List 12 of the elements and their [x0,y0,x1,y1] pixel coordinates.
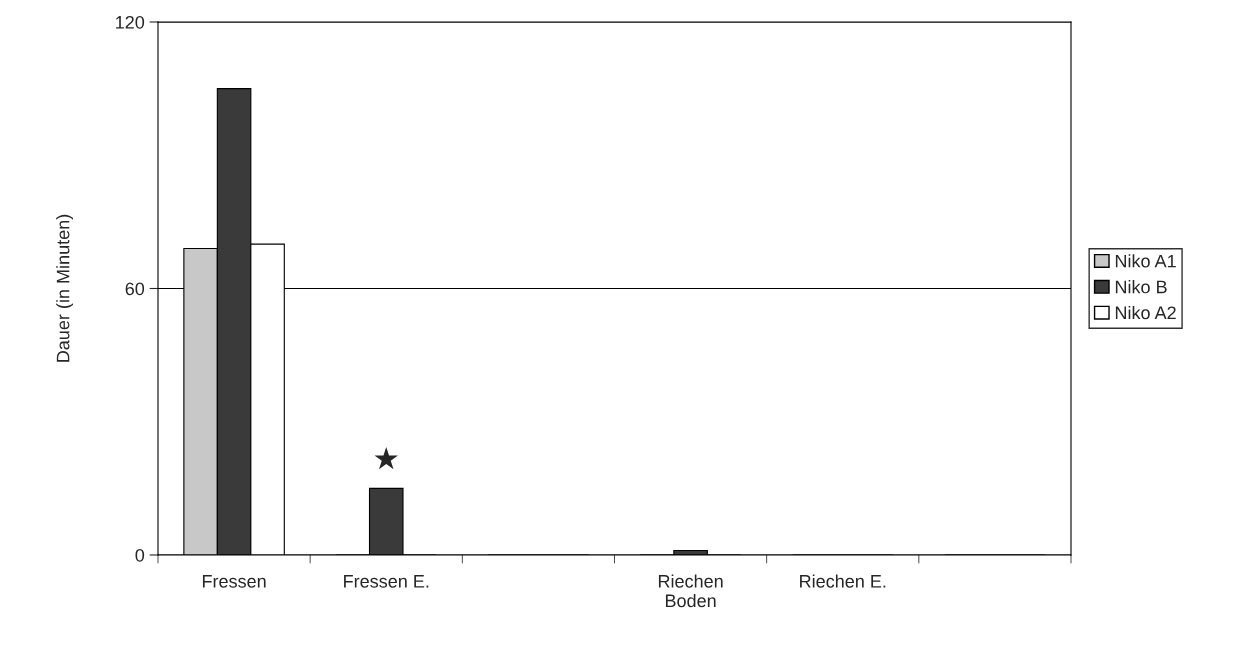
y-axis-title: Dauer (in Minuten) [56,214,74,362]
x-tick-label: Fressen E. [344,575,429,588]
y-tick-label: 0 [135,548,145,562]
annotation: ★ [374,446,398,470]
legend-label: Niko A2 [1115,305,1176,320]
legend-label: Niko A1 [1115,254,1176,268]
y-tick-label: 60 [125,282,145,296]
x-tick-label: Fressen [202,575,266,588]
legend-label: Niko B [1115,280,1167,294]
y-tick-label: 120 [116,15,145,29]
x-tick-label: Riechen E. [800,574,886,588]
x-tick-label: Riechen Boden [658,574,723,608]
